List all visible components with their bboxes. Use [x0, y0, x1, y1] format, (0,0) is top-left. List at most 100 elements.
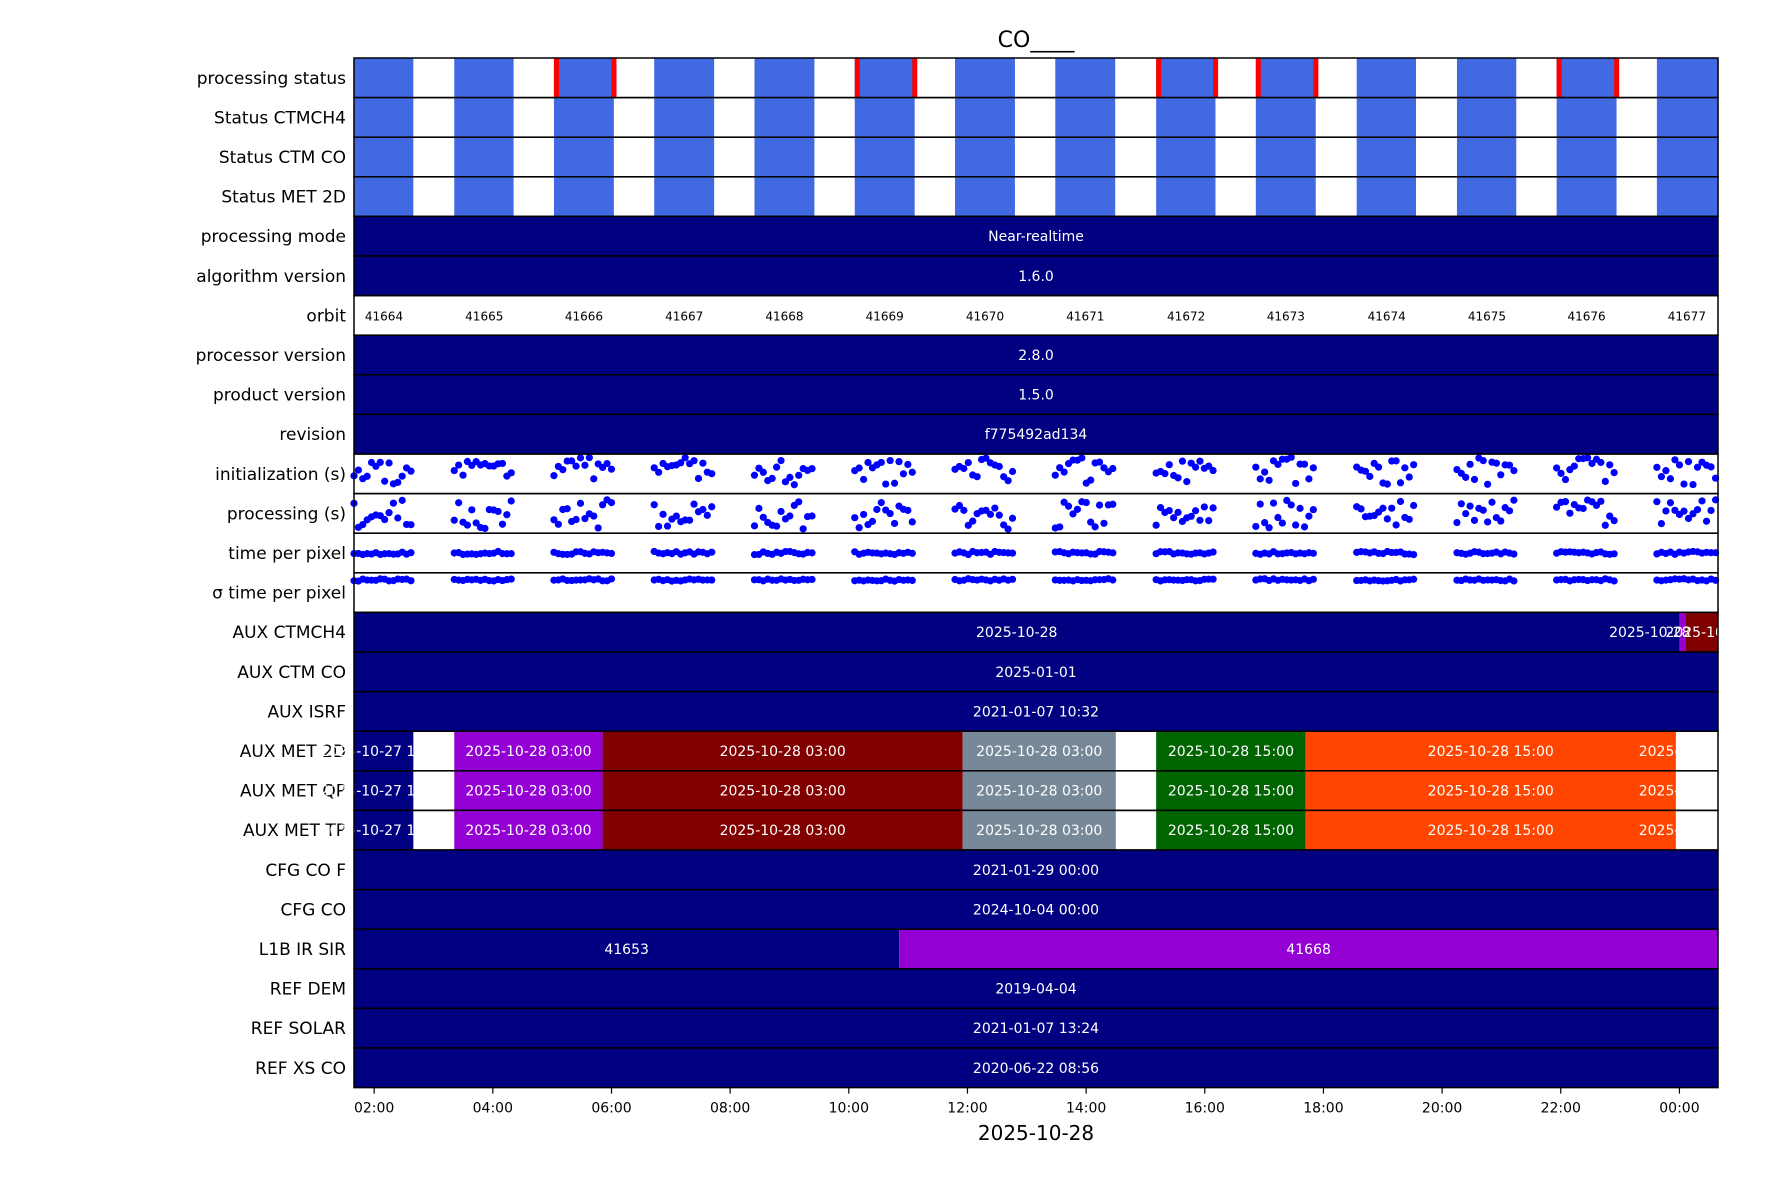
scatter-point [873, 505, 881, 514]
scatter-point [1653, 463, 1661, 471]
error-mark [854, 58, 860, 98]
scatter-point [1479, 506, 1487, 514]
scatter-point [463, 521, 472, 529]
scatter-point [960, 506, 968, 514]
segment-bar [454, 770, 603, 811]
status-bar [1356, 137, 1417, 177]
scatter-point [1205, 462, 1213, 470]
scatter-point [995, 462, 1003, 471]
error-mark [1614, 58, 1620, 98]
segment-text: 2025-10-27 15:00 [321, 784, 447, 800]
scatter-point [1379, 504, 1387, 512]
scatter-point [1261, 519, 1269, 527]
status-bar [1556, 137, 1617, 177]
scatter-point [1396, 497, 1405, 506]
scatter-point [1082, 498, 1090, 507]
scatter-point [1383, 480, 1391, 488]
segment-text: 2025-10-28 [1639, 784, 1720, 800]
row-label: Status CTMCH4 [214, 108, 346, 128]
segment-bar [962, 731, 1116, 771]
scatter-point [1610, 468, 1618, 477]
scatter-point [759, 468, 767, 476]
scatter-point [1309, 575, 1317, 583]
status-bar [1656, 58, 1718, 98]
status-bar [1356, 58, 1417, 98]
segment-text: 2025-10-28 03:00 [465, 823, 591, 839]
orbit-number: 41668 [765, 309, 803, 323]
scatter-point [1283, 496, 1291, 504]
scatter-point [1209, 548, 1217, 556]
scatter-point [1383, 515, 1391, 523]
row-label: REF SOLAR [251, 1019, 346, 1039]
scatter-point [1553, 464, 1561, 472]
x-tick-label: 00:00 [1659, 1101, 1699, 1117]
status-bar [1055, 58, 1116, 98]
scatter-point [1410, 501, 1418, 510]
orbit-number: 41676 [1568, 309, 1606, 323]
scatter-point [590, 512, 598, 520]
scatter-point [1557, 469, 1565, 477]
scatter-point [394, 514, 402, 522]
scatter-point [1187, 512, 1195, 520]
scatter-point [1653, 498, 1661, 506]
scatter-point [1196, 516, 1204, 524]
scatter-point [786, 473, 794, 482]
status-bar [955, 176, 1015, 217]
x-tick-label: 08:00 [710, 1101, 750, 1117]
row-label: time per pixel [228, 544, 346, 564]
status-bar [1255, 176, 1316, 217]
scatter-point [750, 471, 759, 479]
scatter-point [1274, 460, 1282, 469]
scatter-point [1657, 473, 1666, 481]
status-bar [1556, 176, 1617, 217]
scatter-point [1183, 478, 1191, 486]
x-axis: 02:00 04:00 06:00 08:00 10:00 12:00 14:00 16:00… [354, 1087, 1700, 1117]
scatter-point [708, 548, 716, 556]
scatter-point [1073, 505, 1082, 513]
status-bar [553, 137, 614, 177]
scatter-point [1366, 472, 1374, 481]
scatter-point [590, 475, 598, 483]
segment-text: 2025-10-28 03:00 [720, 744, 846, 760]
segment-text: 2025-10-28 03:00 [720, 823, 846, 839]
scatter-point [1457, 500, 1465, 508]
scatter-point [1100, 519, 1108, 527]
row-label: AUX ISRF [267, 702, 346, 722]
scatter-point [1305, 512, 1313, 520]
scatter-point [808, 512, 816, 520]
scatter-point [1689, 480, 1697, 489]
error-mark [912, 58, 918, 98]
scatter-point [1309, 506, 1317, 514]
scatter-point [1252, 522, 1260, 531]
scatter-point [1684, 458, 1693, 466]
segment-text: 2025-10-28 15:00 [1168, 784, 1294, 800]
scatter-point [1156, 504, 1165, 512]
segment-text: 2025-10-27 15:00 [321, 744, 447, 760]
scatter-point [507, 549, 515, 558]
segment-bar [354, 929, 900, 969]
segment-bar [1305, 810, 1676, 850]
scatter-point [650, 464, 658, 472]
row-frame [353, 294, 1719, 336]
segment-bar [1156, 731, 1306, 771]
row-label: initialization (s) [215, 465, 346, 485]
row-label: AUX MET TP [243, 821, 346, 841]
x-tick-label: 20:00 [1422, 1101, 1462, 1117]
row-label: REF DEM [270, 980, 346, 1000]
scatter-point [1462, 509, 1470, 518]
scatter-point [1109, 500, 1117, 508]
scatter-point [1606, 512, 1614, 520]
segment-bar [602, 731, 963, 771]
scatter-point [755, 504, 763, 512]
x-tick-label: 10:00 [829, 1101, 869, 1117]
status-bar [1356, 97, 1417, 138]
scatter-point [472, 519, 480, 527]
status-bar [754, 97, 815, 138]
orbit-number: 41672 [1167, 309, 1205, 323]
segment-bar [962, 770, 1116, 811]
scatter-point [955, 501, 964, 510]
scatter-point [1410, 575, 1418, 583]
segment-bar [899, 929, 1718, 969]
scatter-point [1004, 525, 1012, 533]
